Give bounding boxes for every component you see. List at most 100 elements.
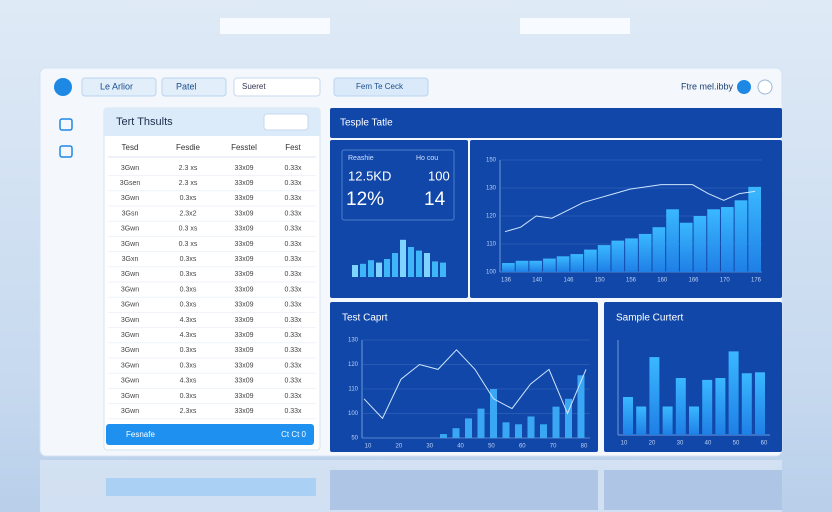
bar — [584, 249, 597, 272]
menu-label: Le Arlior — [100, 81, 133, 91]
table-cell: 0.33x — [284, 241, 302, 248]
table-cell: 0.33x — [284, 332, 302, 339]
bar — [360, 263, 366, 277]
bar — [702, 379, 713, 435]
x-tick-label: 136 — [501, 278, 512, 284]
settings[interactable] — [757, 79, 773, 95]
table-cell: 0.3 xs — [179, 226, 198, 233]
table-cell: 3Gwn — [121, 226, 139, 233]
bar — [502, 263, 515, 272]
logo[interactable] — [54, 78, 72, 96]
table-cell: 0.3 xs — [179, 241, 198, 248]
bar — [707, 209, 720, 272]
bar — [352, 265, 358, 277]
panel-title: Sample Curtert — [616, 313, 683, 324]
table-cell: 0.33x — [284, 317, 302, 324]
bar — [565, 398, 572, 438]
x-tick-label: 60 — [519, 444, 526, 450]
table-cell: 0.33x — [284, 286, 302, 293]
x-tick-label: 50 — [733, 441, 740, 447]
table-cell: 0.33x — [284, 256, 302, 263]
user-name: Ftre mel.ibby — [681, 81, 734, 91]
bar — [577, 375, 585, 438]
bar — [649, 357, 660, 435]
bar — [477, 408, 485, 438]
bar — [416, 250, 422, 277]
sidebar-icon[interactable] — [59, 145, 73, 158]
table-cell: 3Gwn — [121, 408, 139, 415]
table-cell: 2.3xs — [180, 408, 197, 415]
bar — [432, 261, 438, 277]
avatar[interactable] — [737, 80, 751, 94]
bar — [543, 258, 556, 272]
search-box[interactable] — [233, 77, 321, 97]
table-cell: 33x09 — [234, 393, 253, 400]
x-tick-label: 140 — [532, 278, 543, 284]
table-title: Tert Thsults — [116, 116, 173, 128]
table-cell: 33x09 — [234, 302, 253, 309]
x-tick-label: 10 — [365, 444, 372, 450]
trend-line — [363, 349, 587, 420]
x-tick-label: 70 — [550, 444, 557, 450]
kpi-panel — [330, 140, 468, 298]
table-cell: 33x09 — [234, 332, 253, 339]
y-tick-label: 110 — [348, 387, 358, 393]
ceiling-light — [220, 18, 330, 34]
table-cell: 0.33x — [284, 226, 302, 233]
bar — [440, 434, 447, 438]
footer-label: Fesnafe — [126, 430, 155, 439]
bar — [540, 424, 547, 438]
table-cell: 3Gwn — [121, 317, 139, 324]
table-cell: 0.33x — [284, 362, 302, 369]
bar — [556, 256, 570, 272]
bar — [720, 207, 734, 272]
header-panel — [330, 108, 782, 138]
bar — [734, 200, 748, 272]
pager[interactable] — [263, 113, 309, 131]
table-footer[interactable] — [106, 424, 314, 445]
table-cell: 2.3 xs — [179, 165, 198, 172]
sidebar-icon[interactable] — [59, 118, 73, 131]
table-cell: 0.33x — [284, 180, 302, 187]
y-tick-label: 120 — [486, 214, 497, 220]
table-cell: 33x09 — [234, 347, 253, 354]
column-header: Fest — [285, 143, 301, 152]
y-tick-label: 120 — [348, 362, 359, 368]
table-cell: 33x09 — [234, 210, 253, 217]
bar — [552, 406, 560, 438]
bar — [529, 260, 543, 272]
button[interactable] — [333, 77, 429, 97]
x-tick-label: 160 — [657, 278, 668, 284]
bar — [675, 378, 686, 435]
dropdown[interactable] — [161, 77, 227, 97]
reflection — [106, 478, 316, 496]
menu-label: Patel — [176, 81, 197, 91]
column-header: Tesd — [122, 143, 139, 152]
bar — [392, 253, 398, 277]
table-cell: 3Gwn — [121, 241, 139, 248]
dropdown[interactable] — [81, 77, 157, 97]
table-cell: 4.3xs — [180, 332, 197, 339]
table-cell: 33x09 — [234, 165, 253, 172]
table-cell: 33x09 — [234, 256, 253, 263]
table-cell: 4.3xs — [180, 378, 197, 385]
table-cell: 3Gwn — [121, 195, 139, 202]
table-cell: 2.3x2 — [179, 210, 196, 217]
ceiling-light — [520, 18, 630, 34]
table-cell: 33x09 — [234, 271, 253, 278]
bar — [408, 247, 414, 277]
kpi-box — [341, 149, 455, 221]
table-cell: 3Gwn — [121, 165, 139, 172]
bar — [728, 351, 739, 435]
table-cell: 0.3xs — [180, 195, 197, 202]
x-tick-label: 176 — [751, 278, 762, 284]
table-cell: 0.33x — [284, 378, 302, 385]
bar — [638, 233, 652, 272]
panel-title: Tesple Tatle — [340, 118, 393, 129]
kpi-value: 12.5KD — [348, 168, 391, 183]
table-cell: 3Gxn — [122, 256, 139, 263]
kpi-value: 100 — [428, 168, 450, 183]
table-cell: 3Gwn — [121, 271, 139, 278]
x-tick-label: 40 — [457, 444, 464, 450]
trend-line — [504, 184, 756, 233]
